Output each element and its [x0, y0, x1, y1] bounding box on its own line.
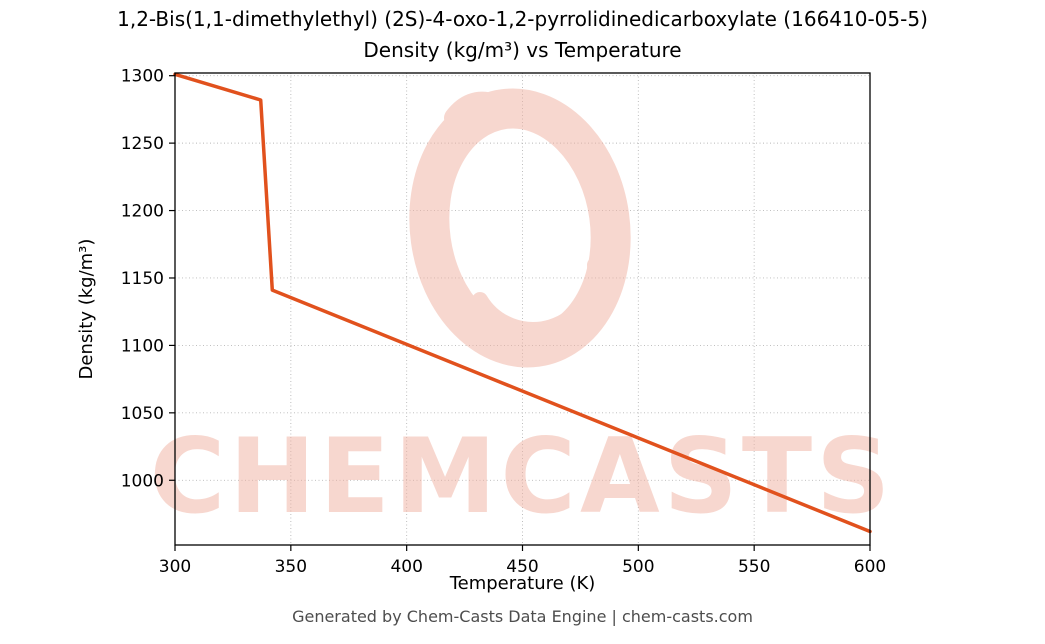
y-tick-label: 1000 — [121, 471, 164, 491]
x-tick-label: 450 — [506, 557, 538, 577]
y-tick-label: 1050 — [121, 404, 164, 424]
chart-title-compound: 1,2-Bis(1,1-dimethylethyl) (2S)-4-oxo-1,… — [117, 7, 928, 31]
y-tick-label: 1100 — [121, 336, 164, 356]
watermark-brand-text: CHEMCASTS — [150, 417, 895, 537]
watermark-swirl-ring-icon — [409, 88, 631, 368]
watermark-swirl-tip-icon — [444, 91, 503, 129]
x-tick-label: 550 — [738, 557, 770, 577]
x-tick-label: 400 — [390, 557, 422, 577]
x-axis-label: Temperature (K) — [449, 573, 596, 594]
y-tick-label: 1300 — [121, 67, 164, 87]
y-axis: 1000 1050 1100 1150 1200 1250 1300 — [121, 67, 175, 491]
x-tick-label: 500 — [622, 557, 654, 577]
y-tick-label: 1250 — [121, 134, 164, 154]
density-line-series — [173, 72, 872, 534]
watermark-swirl-inner-icon — [472, 257, 604, 338]
x-tick-label: 350 — [275, 557, 307, 577]
chart-title-measure: Density (kg/m³) vs Temperature — [363, 38, 682, 62]
x-tick-label: 300 — [159, 557, 191, 577]
footer-attribution: Generated by Chem-Casts Data Engine | ch… — [292, 607, 753, 626]
y-axis-label: Density (kg/m³) — [76, 239, 97, 380]
x-tick-label: 600 — [854, 557, 886, 577]
y-tick-label: 1200 — [121, 202, 164, 222]
watermark: CHEMCASTS — [150, 88, 895, 537]
x-axis: 300 350 400 450 500 550 600 — [159, 545, 886, 577]
y-tick-label: 1150 — [121, 269, 164, 289]
